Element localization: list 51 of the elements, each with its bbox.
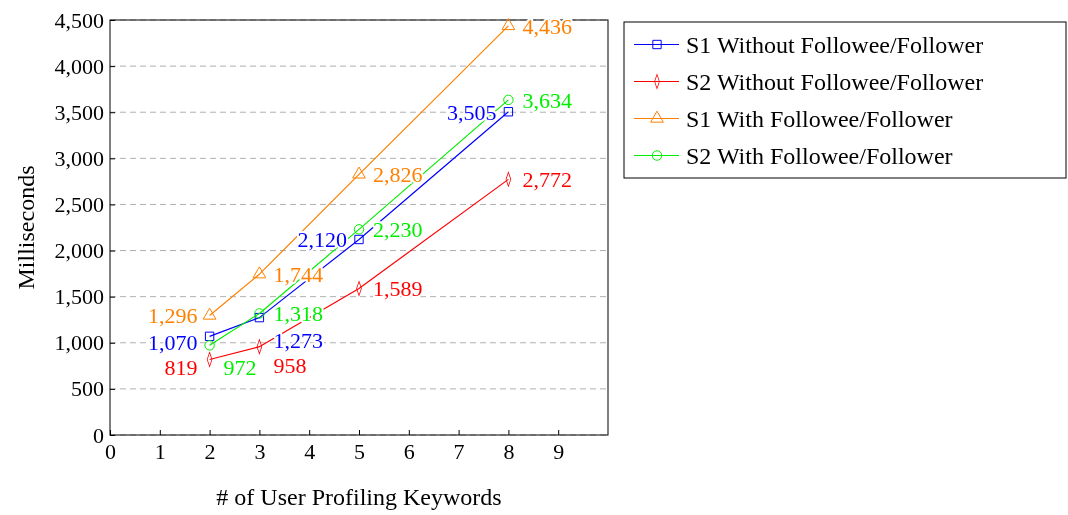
point	[503, 107, 514, 117]
x-tick-label: 8	[503, 438, 515, 464]
y-tick-label: 500	[71, 376, 104, 402]
point	[252, 266, 267, 279]
data-label: 819	[164, 355, 198, 381]
point	[204, 331, 215, 342]
point	[354, 234, 364, 245]
legend-label: S1 With Followee/Follower	[686, 105, 953, 132]
x-tick-label: 4	[304, 438, 316, 464]
y-tick-label: 0	[93, 422, 104, 448]
legend-label: S1 Without Followee/Follower	[686, 31, 984, 58]
data-label: 3,505	[446, 99, 497, 125]
y-tick-label: 3,000	[54, 145, 104, 171]
data-label: 2,826	[373, 162, 423, 188]
x-tick-label: 3	[254, 438, 266, 464]
point	[353, 224, 365, 235]
data-label: 1,070	[148, 330, 198, 356]
point	[503, 94, 514, 106]
x-tick-label: 1	[154, 438, 166, 464]
y-tick-label: 1,500	[54, 284, 104, 310]
legend-label: S2 Without Followee/Follower	[686, 68, 984, 95]
x-tick-label: 2	[204, 438, 216, 464]
y-tick-label: 3,500	[54, 99, 104, 125]
y-tick-label: 2,000	[54, 238, 104, 264]
y-axis-title: Milliseconds	[13, 165, 39, 290]
point	[254, 308, 265, 319]
x-tick-label: 7	[453, 438, 465, 464]
x-tick-label: 6	[403, 438, 415, 464]
data-label: 3,634	[522, 87, 572, 113]
point	[204, 340, 215, 351]
data-label: 2,120	[297, 227, 347, 253]
point	[501, 18, 516, 31]
y-tick-label: 2,500	[54, 191, 104, 217]
x-tick-label: 9	[553, 438, 565, 464]
data-label: 2,772	[522, 167, 572, 193]
data-label: 972	[223, 355, 257, 381]
legend-label: S2 With Followee/Follower	[686, 142, 953, 169]
x-tick-label: 5	[354, 438, 365, 464]
data-label: 1,589	[373, 276, 423, 302]
data-label: 958	[273, 352, 307, 378]
data-label: 4,436	[522, 13, 572, 39]
y-tick-label: 4,000	[54, 53, 104, 79]
data-label: 1,273	[273, 327, 323, 353]
data-label: 2,230	[373, 217, 423, 243]
y-tick-label: 4,500	[54, 7, 104, 33]
data-label: 1,296	[148, 303, 198, 329]
x-axis-title: # of User Profiling Keywords	[216, 484, 502, 510]
point	[202, 307, 217, 320]
point	[352, 166, 366, 179]
y-tick-label: 1,000	[54, 330, 104, 356]
point	[254, 312, 265, 323]
